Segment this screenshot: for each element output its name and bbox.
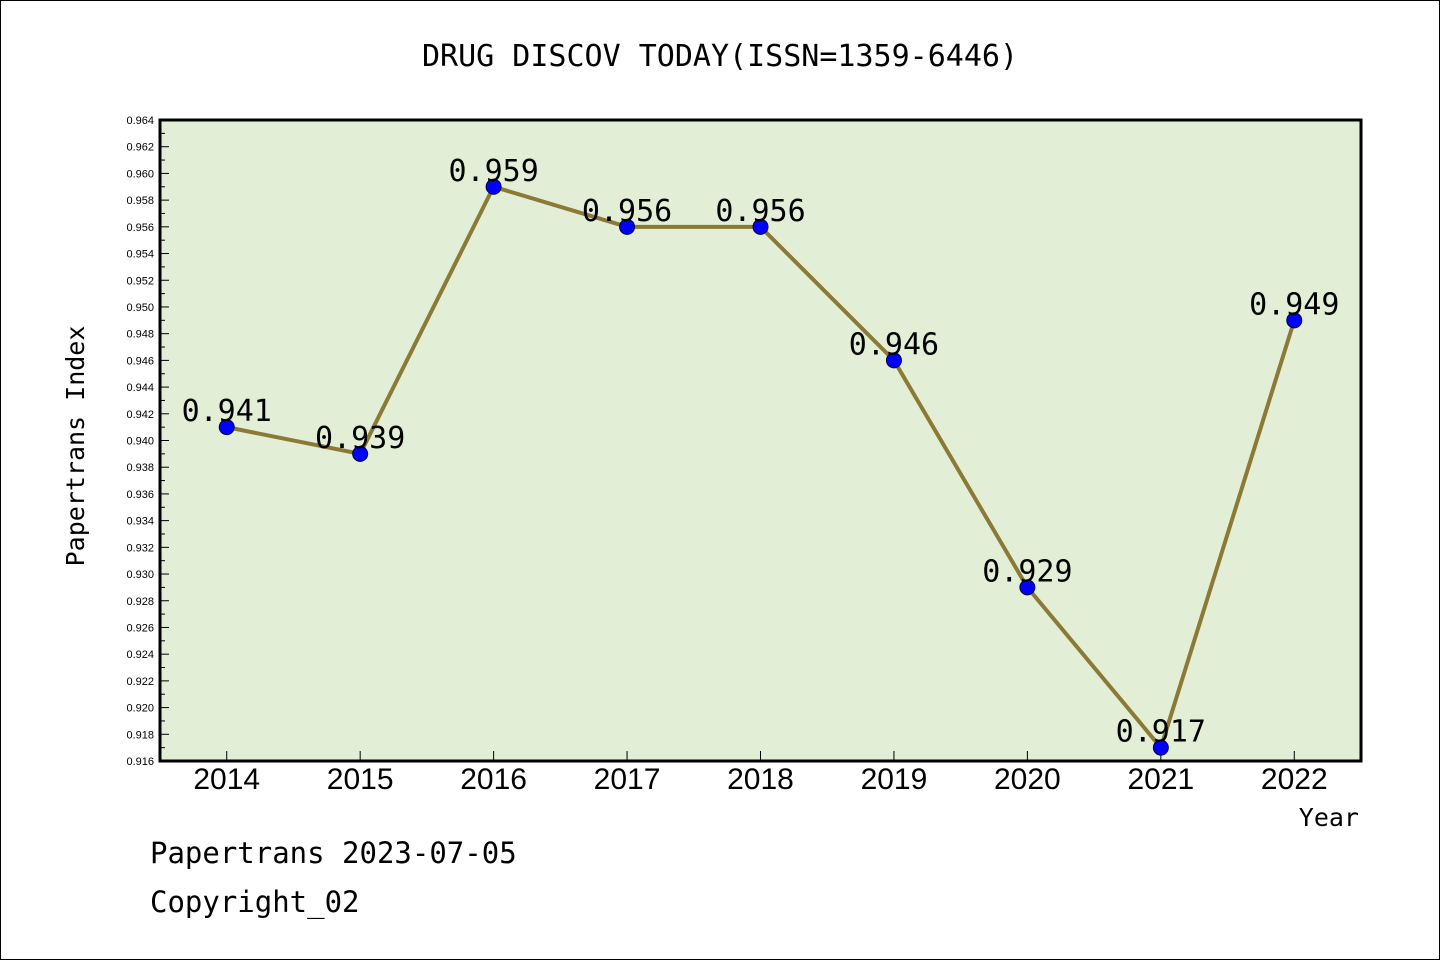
y-tick-label: 0.960	[126, 168, 154, 180]
data-label: 0.929	[982, 554, 1072, 589]
footer-date: Papertrans 2023-07-05	[150, 836, 517, 870]
y-tick-label: 0.944	[126, 382, 154, 394]
data-point	[1019, 579, 1036, 596]
data-point	[885, 352, 902, 369]
x-tick-label: 2019	[861, 763, 928, 796]
y-tick-label: 0.958	[126, 195, 154, 207]
data-label: 0.946	[849, 327, 939, 362]
y-tick-label: 0.948	[126, 329, 154, 341]
y-tick-label: 0.940	[126, 436, 154, 448]
chart-title: DRUG DISCOV TODAY(ISSN=1359-6446)	[422, 39, 1018, 74]
data-label: 0.939	[315, 421, 405, 456]
x-tick-label: 2017	[594, 763, 661, 796]
y-tick-label: 0.954	[126, 249, 154, 261]
x-axis-ticks: 2014 2015 2016 2017 2018 2019 2020 2021 2022	[193, 751, 1328, 796]
series-markers	[218, 178, 1303, 756]
x-tick-label: 2018	[727, 763, 794, 796]
x-axis-label: Year	[1299, 803, 1359, 832]
y-tick-label: 0.942	[126, 409, 154, 421]
data-point	[352, 445, 369, 462]
x-tick-label: 2015	[327, 763, 394, 796]
y-tick-label: 0.930	[126, 569, 154, 581]
data-point	[752, 218, 769, 235]
data-labels: 0.941 0.939 0.959 0.956 0.956 0.946 0.929 0.917…	[182, 154, 1340, 750]
data-point	[1286, 312, 1303, 329]
data-point	[485, 178, 502, 195]
y-tick-label: 0.952	[126, 275, 154, 287]
footer-copyright: Copyright_02	[150, 885, 360, 919]
y-axis-ticks: 0.916 0.918 0.920 0.922 0.924 0.926 0.928 0.930…	[126, 115, 169, 768]
x-tick-label: 2021	[1127, 763, 1194, 796]
y-tick-label: 0.926	[126, 622, 154, 634]
data-label: 0.959	[448, 154, 538, 189]
x-tick-label: 2016	[460, 763, 527, 796]
data-label: 0.956	[582, 194, 672, 229]
y-tick-label: 0.938	[126, 462, 154, 474]
y-tick-label: 0.932	[126, 542, 154, 554]
y-tick-label: 0.934	[126, 516, 154, 528]
y-tick-label: 0.962	[126, 142, 154, 154]
data-label: 0.917	[1116, 715, 1206, 750]
data-label: 0.949	[1249, 287, 1339, 322]
x-tick-label: 2020	[994, 763, 1061, 796]
data-point	[1152, 739, 1169, 756]
data-label: 0.956	[715, 194, 805, 229]
y-tick-label: 0.946	[126, 355, 154, 367]
y-tick-label: 0.928	[126, 596, 154, 608]
y-tick-label: 0.956	[126, 222, 154, 234]
y-tick-label: 0.964	[126, 115, 154, 127]
x-tick-label: 2014	[193, 763, 260, 796]
data-point	[619, 218, 636, 235]
y-axis-label: Papertrans Index	[61, 326, 90, 567]
y-tick-label: 0.924	[126, 649, 154, 661]
y-tick-label: 0.950	[126, 302, 154, 314]
x-tick-label: 2022	[1261, 763, 1328, 796]
y-tick-label: 0.916	[126, 756, 154, 768]
y-tick-label: 0.936	[126, 489, 154, 501]
y-tick-label: 0.920	[126, 703, 154, 715]
data-label: 0.941	[182, 394, 272, 429]
data-point	[218, 419, 235, 436]
plot-border	[158, 118, 1363, 763]
y-tick-label: 0.922	[126, 676, 154, 688]
y-tick-label: 0.918	[126, 729, 154, 741]
